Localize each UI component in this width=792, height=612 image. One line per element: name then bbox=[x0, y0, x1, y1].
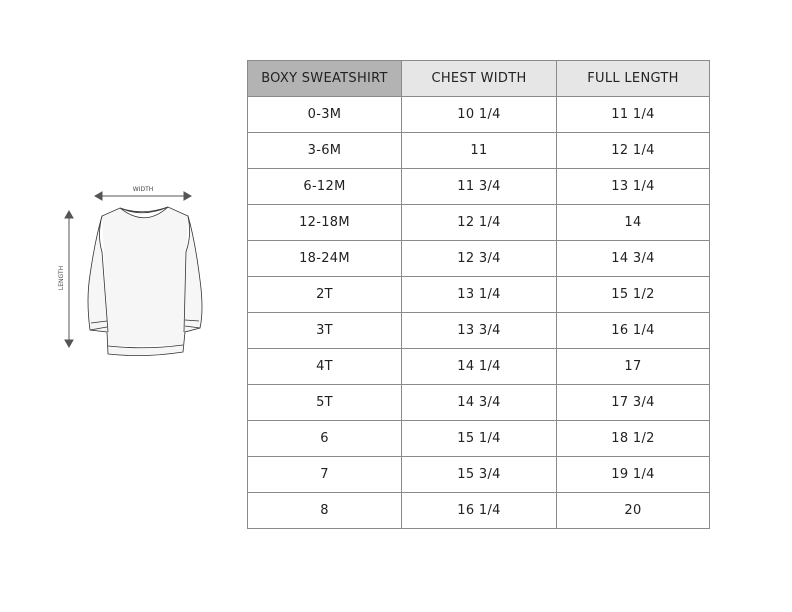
table-row: 6 15 1/4 18 1/2 bbox=[247, 420, 710, 457]
chest-width-cell: 13 1/4 bbox=[401, 276, 557, 313]
size-cell: 5T bbox=[247, 384, 402, 421]
chest-width-cell: 15 1/4 bbox=[401, 420, 557, 457]
size-cell: 3-6M bbox=[247, 132, 402, 169]
full-length-cell: 17 bbox=[556, 348, 710, 385]
sweatshirt-icon bbox=[87, 206, 203, 356]
full-length-cell: 20 bbox=[556, 492, 710, 529]
table-header-row: BOXY SWEATSHIRT CHEST WIDTH FULL LENGTH bbox=[247, 60, 710, 97]
chest-width-cell: 11 3/4 bbox=[401, 168, 557, 205]
size-cell: 6 bbox=[247, 420, 402, 457]
table-row: 3T 13 3/4 16 1/4 bbox=[247, 312, 710, 349]
length-arrow-icon bbox=[64, 209, 74, 349]
full-length-cell: 11 1/4 bbox=[556, 96, 710, 133]
size-cell: 8 bbox=[247, 492, 402, 529]
full-length-cell: 17 3/4 bbox=[556, 384, 710, 421]
table-row: 3-6M 11 12 1/4 bbox=[247, 132, 710, 169]
sweatshirt-illustration: WIDTH LENGTH bbox=[58, 186, 203, 356]
size-cell: 0-3M bbox=[247, 96, 402, 133]
size-cell: 3T bbox=[247, 312, 402, 349]
width-arrow-icon bbox=[93, 191, 193, 201]
table-row: 5T 14 3/4 17 3/4 bbox=[247, 384, 710, 421]
table-row: 18-24M 12 3/4 14 3/4 bbox=[247, 240, 710, 277]
size-cell: 6-12M bbox=[247, 168, 402, 205]
chest-width-cell: 16 1/4 bbox=[401, 492, 557, 529]
table-row: 2T 13 1/4 15 1/2 bbox=[247, 276, 710, 313]
full-length-cell: 19 1/4 bbox=[556, 456, 710, 493]
full-length-cell: 12 1/4 bbox=[556, 132, 710, 169]
size-cell: 7 bbox=[247, 456, 402, 493]
table-row: 7 15 3/4 19 1/4 bbox=[247, 456, 710, 493]
full-length-cell: 14 bbox=[556, 204, 710, 241]
table-row: 12-18M 12 1/4 14 bbox=[247, 204, 710, 241]
header-size: BOXY SWEATSHIRT bbox=[247, 60, 402, 97]
full-length-cell: 18 1/2 bbox=[556, 420, 710, 457]
table-row: 4T 14 1/4 17 bbox=[247, 348, 710, 385]
width-label: WIDTH bbox=[133, 186, 154, 193]
header-chest-width: CHEST WIDTH bbox=[401, 60, 557, 97]
full-length-cell: 14 3/4 bbox=[556, 240, 710, 277]
full-length-cell: 13 1/4 bbox=[556, 168, 710, 205]
chest-width-cell: 11 bbox=[401, 132, 557, 169]
full-length-cell: 16 1/4 bbox=[556, 312, 710, 349]
chest-width-cell: 14 3/4 bbox=[401, 384, 557, 421]
table-row: 8 16 1/4 20 bbox=[247, 492, 710, 529]
table-row: 0-3M 10 1/4 11 1/4 bbox=[247, 96, 710, 133]
chest-width-cell: 13 3/4 bbox=[401, 312, 557, 349]
full-length-cell: 15 1/2 bbox=[556, 276, 710, 313]
size-cell: 18-24M bbox=[247, 240, 402, 277]
size-cell: 2T bbox=[247, 276, 402, 313]
chest-width-cell: 12 3/4 bbox=[401, 240, 557, 277]
table-row: 6-12M 11 3/4 13 1/4 bbox=[247, 168, 710, 205]
size-cell: 12-18M bbox=[247, 204, 402, 241]
chest-width-cell: 14 1/4 bbox=[401, 348, 557, 385]
size-cell: 4T bbox=[247, 348, 402, 385]
chest-width-cell: 15 3/4 bbox=[401, 456, 557, 493]
chest-width-cell: 12 1/4 bbox=[401, 204, 557, 241]
size-chart-table: BOXY SWEATSHIRT CHEST WIDTH FULL LENGTH … bbox=[247, 60, 710, 529]
chest-width-cell: 10 1/4 bbox=[401, 96, 557, 133]
header-full-length: FULL LENGTH bbox=[556, 60, 710, 97]
length-label: LENGTH bbox=[58, 266, 65, 290]
